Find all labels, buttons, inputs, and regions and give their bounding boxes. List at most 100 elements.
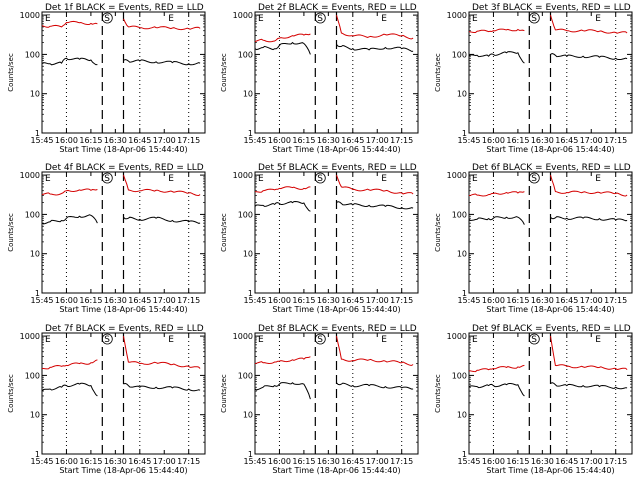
annotation-e: E	[168, 14, 174, 24]
y-tick-label: 1000	[20, 171, 40, 180]
x-tick-label: 17:15	[177, 457, 200, 466]
y-tick-label: 1000	[447, 332, 467, 341]
series-line-lld	[468, 191, 525, 197]
annotation-e: E	[472, 335, 478, 345]
x-tick-label: 16:00	[482, 296, 505, 305]
annotation-s: S	[531, 174, 537, 184]
x-tick-label: 15:45	[457, 296, 480, 305]
x-tick-label: 16:00	[268, 457, 291, 466]
annotation-e: E	[45, 335, 51, 345]
annotation-e: E	[595, 174, 601, 184]
x-tick-label: 16:30	[531, 457, 554, 466]
annotation-e: E	[45, 174, 51, 184]
x-tick-label: 16:15	[506, 457, 529, 466]
y-tick-label: 10	[30, 411, 40, 420]
y-tick-label: 10	[457, 90, 467, 99]
annotation-circle	[101, 12, 113, 24]
x-tick-label: 16:45	[341, 296, 364, 305]
y-tick-label: 1000	[20, 11, 40, 20]
y-tick-label: 100	[452, 210, 467, 219]
annotation-circle	[314, 333, 326, 345]
x-tick-label: 17:00	[366, 457, 389, 466]
annotation-e: E	[595, 335, 601, 345]
x-tick-label: 15:45	[30, 296, 53, 305]
x-tick-label: 16:00	[268, 296, 291, 305]
x-tick-label: 16:00	[55, 136, 78, 145]
x-tick-label: 16:00	[55, 296, 78, 305]
annotation-e: E	[45, 14, 51, 24]
y-tick-label: 100	[238, 50, 253, 59]
x-tick-label: 16:45	[128, 136, 151, 145]
x-tick-label: 17:15	[604, 296, 627, 305]
annotation-e: E	[258, 174, 264, 184]
y-tick-label: 100	[25, 371, 40, 380]
x-tick-label: 16:30	[104, 136, 127, 145]
x-tick-label: 16:30	[531, 136, 554, 145]
x-tick-label: 17:15	[390, 457, 413, 466]
chart-title: Det 9f BLACK = Events, RED = LLD	[472, 324, 631, 334]
annotation-e: E	[381, 335, 387, 345]
series-line-lld	[550, 14, 628, 34]
x-tick-label: 16:45	[555, 457, 578, 466]
x-tick-label: 16:15	[292, 457, 315, 466]
annotation-circle	[528, 12, 540, 24]
y-tick-label: 100	[452, 50, 467, 59]
chart-title: Det 3f BLACK = Events, RED = LLD	[472, 3, 631, 13]
series-line-events	[254, 41, 311, 55]
annotation-e: E	[168, 174, 174, 184]
x-axis-label: Start Time (18-Apr-06 15:44:40)	[486, 145, 614, 154]
x-axis-label: Start Time (18-Apr-06 15:44:40)	[486, 305, 614, 314]
chart-title: Det 7f BLACK = Events, RED = LLD	[45, 324, 204, 334]
annotation-e: E	[258, 14, 264, 24]
y-axis-label: Counts/sec	[434, 53, 442, 92]
y-tick-label: 1000	[20, 332, 40, 341]
chart-title: Det 4f BLACK = Events, RED = LLD	[45, 163, 204, 173]
series-line-events	[41, 57, 98, 66]
annotation-s: S	[104, 14, 110, 24]
series-line-events	[254, 200, 311, 212]
x-tick-label: 17:15	[177, 136, 200, 145]
x-tick-label: 15:45	[243, 457, 266, 466]
y-axis-label: Counts/sec	[220, 53, 228, 92]
annotation-e: E	[168, 335, 174, 345]
series-line-lld	[336, 14, 414, 40]
chart-title: Det 8f BLACK = Events, RED = LLD	[258, 324, 417, 334]
y-tick-label: 1	[248, 129, 253, 138]
x-tick-label: 17:00	[580, 136, 603, 145]
series-line-lld	[41, 188, 98, 196]
y-tick-label: 1000	[233, 11, 253, 20]
y-tick-label: 1	[35, 289, 40, 298]
x-tick-label: 16:30	[317, 136, 340, 145]
x-tick-label: 17:00	[153, 136, 176, 145]
y-axis-label: Counts/sec	[220, 213, 228, 252]
y-axis-label: Counts/sec	[7, 213, 15, 252]
x-tick-label: 17:00	[366, 296, 389, 305]
x-tick-label: 17:15	[390, 136, 413, 145]
y-tick-label: 1000	[233, 171, 253, 180]
series-line-lld	[41, 20, 98, 28]
series-line-events	[336, 201, 414, 210]
y-axis-label: Counts/sec	[434, 213, 442, 252]
y-tick-label: 10	[30, 250, 40, 259]
annotation-circle	[314, 172, 326, 184]
x-tick-label: 16:45	[555, 296, 578, 305]
annotation-e: E	[258, 335, 264, 345]
series-line-lld	[254, 356, 311, 365]
series-line-lld	[336, 174, 414, 195]
series-line-lld	[254, 186, 311, 193]
y-tick-label: 1	[462, 289, 467, 298]
series-line-events	[468, 51, 525, 64]
series-line-lld	[550, 336, 628, 371]
chart-panel: Det 3f BLACK = Events, RED = LLD 1 10 100 10…	[434, 3, 633, 154]
series-line-events	[468, 216, 525, 225]
x-tick-label: 16:00	[482, 457, 505, 466]
x-tick-label: 16:15	[79, 136, 102, 145]
y-tick-label: 100	[452, 371, 467, 380]
y-axis-label: Counts/sec	[7, 374, 15, 413]
annotation-circle	[314, 12, 326, 24]
series-line-events	[123, 58, 201, 66]
x-tick-label: 16:30	[317, 296, 340, 305]
x-tick-label: 17:15	[604, 136, 627, 145]
y-tick-label: 1	[248, 289, 253, 298]
series-line-events	[550, 52, 628, 60]
